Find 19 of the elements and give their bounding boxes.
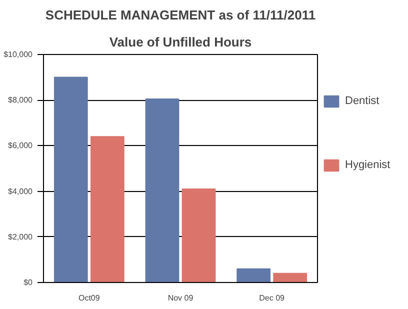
legend-label: Hygienist (345, 159, 390, 171)
y-tick-label: $0 (24, 278, 34, 287)
bar (236, 268, 271, 282)
bar (273, 272, 308, 282)
x-tick-label: Oct09 (78, 294, 100, 302)
chart-subtitle: Value of Unfilled Hours (109, 34, 252, 50)
y-tick-label: $6,000 (8, 141, 34, 150)
y-tick-label: $10,000 (4, 50, 34, 59)
x-tick-label: Nov 09 (168, 294, 194, 302)
bar (90, 136, 124, 282)
x-tick-label: Dec 09 (259, 294, 286, 302)
legend-label: Dentist (345, 95, 380, 107)
bar (54, 76, 88, 282)
y-tick-label: $2,000 (8, 232, 34, 242)
bar (182, 188, 216, 282)
bar (145, 98, 180, 282)
y-tick-label: $8,000 (8, 96, 34, 105)
chart-title: SCHEDULE MANAGEMENT as of 11/11/2011 (45, 8, 316, 22)
y-tick-label: $4,000 (8, 186, 34, 196)
